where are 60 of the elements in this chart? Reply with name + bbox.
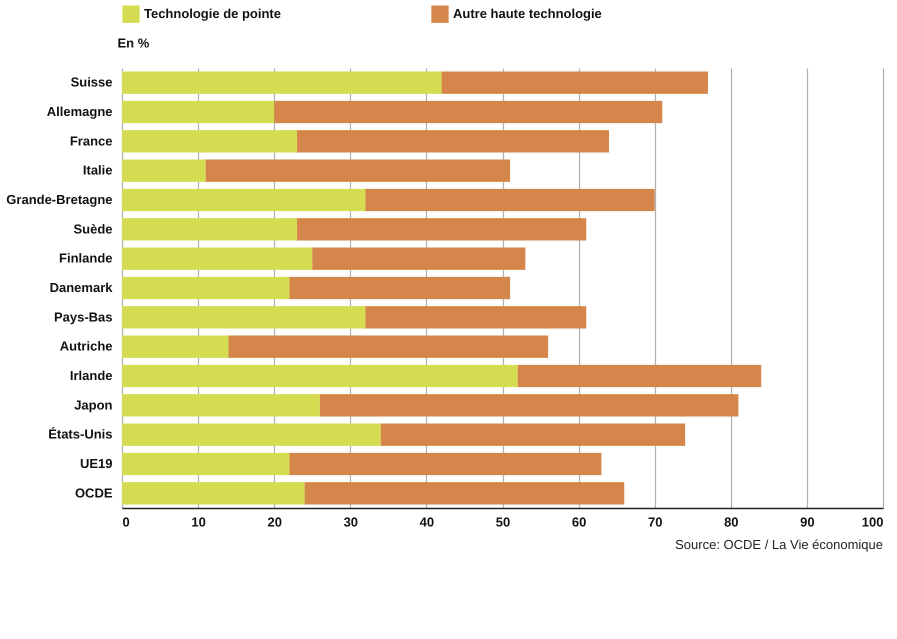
y-tick-label: Suisse bbox=[70, 74, 112, 90]
source-note: Source: OCDE / La Vie économique bbox=[675, 537, 883, 552]
bar bbox=[122, 452, 290, 476]
bar bbox=[274, 100, 662, 124]
y-tick-label: Pays-Bas bbox=[54, 309, 112, 324]
y-tick-label: OCDE bbox=[74, 485, 113, 500]
y-tick-label: Grande-Bretagne bbox=[6, 192, 112, 207]
y-tick-label: UE19 bbox=[80, 456, 112, 471]
x-tick-label: 70 bbox=[648, 514, 662, 530]
y-tick-label: États-Unis bbox=[48, 426, 112, 442]
bar bbox=[380, 424, 686, 446]
y-tick-label: Japon bbox=[74, 397, 113, 412]
bar bbox=[122, 482, 305, 504]
bar bbox=[312, 248, 526, 270]
bar bbox=[122, 218, 298, 240]
y-tick-label: Suède bbox=[73, 221, 112, 236]
bar bbox=[122, 364, 518, 388]
x-tick-label: 100 bbox=[862, 514, 884, 530]
bar bbox=[122, 424, 381, 446]
bar bbox=[122, 248, 312, 270]
bar bbox=[289, 276, 510, 300]
y-tick-label: Autriche bbox=[60, 338, 112, 354]
bar bbox=[122, 100, 274, 124]
bar bbox=[122, 72, 442, 94]
bar bbox=[366, 188, 655, 212]
x-tick-label: 10 bbox=[191, 514, 206, 530]
bar bbox=[122, 276, 290, 300]
bar bbox=[366, 306, 586, 328]
bar bbox=[122, 160, 206, 182]
legend-label: Technologie de pointe bbox=[144, 6, 281, 22]
bar bbox=[297, 218, 586, 240]
bar bbox=[228, 336, 548, 358]
bar bbox=[122, 336, 229, 358]
y-tick-label: France bbox=[70, 133, 112, 148]
y-tick-label: Allemagne bbox=[46, 104, 112, 119]
bar bbox=[122, 188, 366, 212]
y-axis-title: En % bbox=[118, 36, 150, 50]
x-tick-label: 80 bbox=[724, 514, 739, 530]
bar bbox=[122, 306, 366, 328]
y-tick-label: Irlande bbox=[70, 368, 112, 383]
x-tick-label: 50 bbox=[496, 514, 510, 530]
bar bbox=[297, 130, 610, 152]
x-tick-label: 30 bbox=[344, 514, 358, 530]
bar bbox=[206, 160, 510, 182]
bar bbox=[304, 482, 624, 504]
y-tick-label: Finlande bbox=[59, 250, 112, 266]
bar bbox=[122, 130, 298, 152]
x-tick-label: 60 bbox=[572, 514, 586, 530]
bar bbox=[289, 452, 602, 476]
x-tick-label: 0 bbox=[122, 514, 130, 530]
x-tick-label: 20 bbox=[267, 514, 282, 530]
bar bbox=[442, 72, 708, 94]
bar bbox=[518, 364, 762, 388]
y-tick-label: Danemark bbox=[50, 280, 114, 295]
x-tick-label: 90 bbox=[800, 514, 815, 530]
bar bbox=[122, 394, 320, 416]
y-tick-label: Italie bbox=[82, 162, 112, 178]
x-tick-label: 40 bbox=[420, 514, 434, 530]
bar bbox=[320, 394, 738, 416]
legend-label: Autre haute technologie bbox=[453, 6, 602, 22]
